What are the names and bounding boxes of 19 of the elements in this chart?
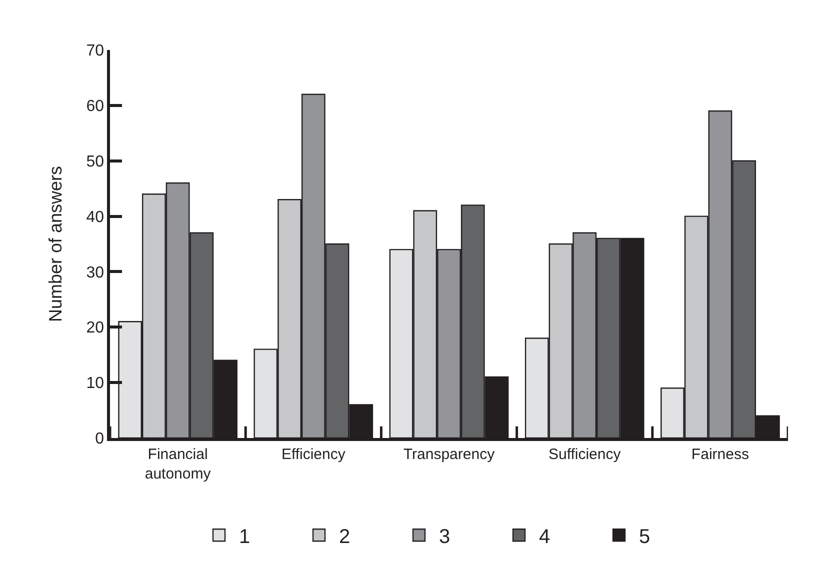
- x-tick-label: Fairness: [691, 446, 749, 463]
- x-tick-label: Sufficiency: [548, 446, 622, 463]
- y-tick-label: 50: [86, 153, 104, 170]
- legend-label: 5: [639, 526, 650, 548]
- legend-label: 3: [439, 526, 450, 548]
- legend-label: 2: [339, 526, 350, 548]
- y-axis-title: Number of answers: [45, 166, 66, 322]
- x-tick-label: Transparency: [403, 446, 496, 463]
- y-tick-label: 60: [86, 98, 104, 116]
- y-tick-label: 30: [86, 264, 104, 282]
- y-tick-label: 20: [86, 320, 104, 337]
- legend-label: 4: [539, 526, 550, 548]
- y-tick-label: 70: [86, 42, 104, 60]
- y-tick-label: 10: [86, 375, 104, 392]
- legend-label: 1: [239, 526, 250, 548]
- x-tick-label: Financial autonomy: [144, 446, 212, 482]
- y-tick-label: 40: [86, 208, 104, 226]
- y-tick-label: 0: [95, 430, 104, 448]
- x-tick-label: Efficiency: [281, 446, 346, 463]
